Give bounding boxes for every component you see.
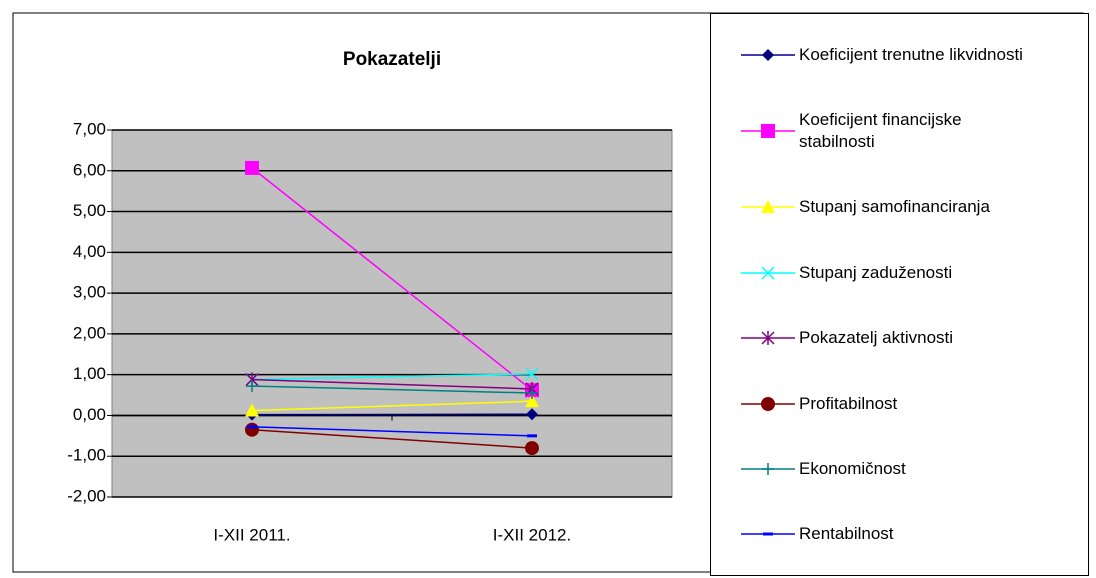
legend-item: Stupanj samofinanciranja xyxy=(711,196,1088,218)
marker xyxy=(245,422,259,437)
legend-label: Pokazatelj aktivnosti xyxy=(799,328,954,348)
y-tick-label: -2,00 xyxy=(67,486,106,505)
legend-item: Profitabilnost xyxy=(711,393,1088,415)
marker xyxy=(247,425,257,429)
x-tick-label: I-XII 2011. xyxy=(213,525,290,544)
marker xyxy=(526,387,538,400)
series-line xyxy=(251,426,533,437)
series-line xyxy=(251,378,533,390)
marker xyxy=(761,124,775,139)
legend-swatch xyxy=(741,266,795,280)
y-tick-label: 6,00 xyxy=(73,160,106,179)
marker xyxy=(526,408,538,421)
chart-title: Pokazatelji xyxy=(343,49,441,70)
marker xyxy=(246,380,258,393)
y-tick-label: 3,00 xyxy=(73,283,106,302)
y-tick-label: 2,00 xyxy=(73,323,106,342)
legend-swatch xyxy=(741,48,795,61)
legend-swatch xyxy=(741,532,795,536)
legend-label: Koeficijent financijske stabilnosti xyxy=(799,110,962,152)
legend-item: Koeficijent financijske stabilnosti xyxy=(711,109,1088,153)
legend-swatch xyxy=(741,331,795,346)
legend-label: Stupanj zaduženosti xyxy=(799,262,953,282)
marker xyxy=(527,434,537,438)
y-tick-label: 0,00 xyxy=(73,405,106,424)
legend-swatch xyxy=(741,462,795,475)
legend-label: Ekonomičnost xyxy=(799,458,906,478)
legend-item: Ekonomičnost xyxy=(711,458,1088,480)
legend-swatch xyxy=(741,396,795,411)
marker xyxy=(762,48,774,61)
marker xyxy=(525,441,539,456)
marker xyxy=(245,403,259,417)
x-tick-label: I-XII 2012. xyxy=(493,525,571,544)
marker xyxy=(763,532,773,536)
legend-label: Koeficijent trenutne likvidnosti xyxy=(799,44,1023,64)
y-tick-label: 7,00 xyxy=(73,119,106,138)
marker xyxy=(761,266,775,280)
series-line xyxy=(251,400,533,412)
y-tick-label: 5,00 xyxy=(73,201,106,220)
y-tick-label: -1,00 xyxy=(67,446,106,465)
marker xyxy=(525,394,539,408)
y-tick-label: 4,00 xyxy=(73,242,106,261)
legend: Koeficijent trenutne likvidnosti Koeficij… xyxy=(710,13,1089,576)
legend-item: Stupanj zaduženosti xyxy=(711,262,1088,284)
legend-swatch xyxy=(741,200,795,214)
marker xyxy=(761,200,775,214)
legend-item: Koeficijent trenutne likvidnosti xyxy=(711,44,1088,66)
series-line xyxy=(251,385,533,394)
series-line xyxy=(251,428,533,449)
marker xyxy=(761,396,775,411)
plot-area xyxy=(111,129,673,498)
legend-label: Stupanj samofinanciranja xyxy=(799,197,990,217)
legend-label: Rentabilnost xyxy=(799,524,894,544)
marker xyxy=(525,367,539,381)
marker xyxy=(245,160,259,175)
marker xyxy=(762,462,774,475)
legend-item: Rentabilnost xyxy=(711,523,1088,545)
legend-item: Pokazatelj aktivnosti xyxy=(711,327,1088,349)
legend-label: Profitabilnost xyxy=(799,393,898,413)
y-tick-label: 1,00 xyxy=(73,364,106,383)
legend-swatch xyxy=(741,124,795,139)
series-line xyxy=(251,373,533,381)
marker xyxy=(761,331,775,346)
series-line xyxy=(251,167,533,391)
